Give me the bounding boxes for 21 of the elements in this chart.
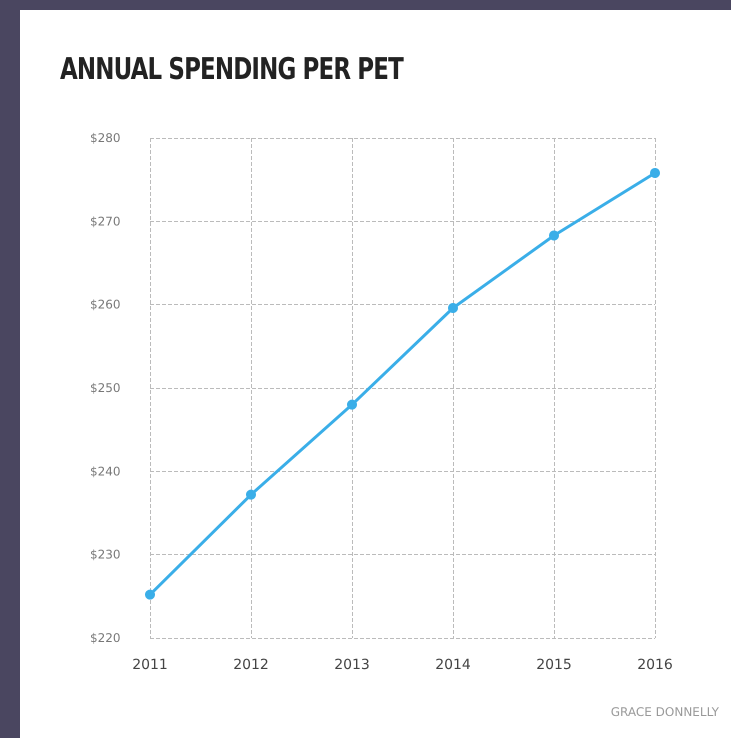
x-tick-label: 2014 <box>435 657 471 673</box>
y-tick-label: $240 <box>90 464 121 478</box>
y-tick-label: $260 <box>90 298 121 312</box>
x-tick-label: 2013 <box>334 657 370 673</box>
chart-title: ANNUAL SPENDING PER PET <box>60 52 403 87</box>
y-tick-label: $230 <box>90 548 121 562</box>
text: GRACE DONNELLY <box>610 705 719 719</box>
point <box>246 490 256 500</box>
point <box>347 400 357 410</box>
y-tick-label: $250 <box>90 381 121 395</box>
x-tick-label: 2016 <box>637 657 673 673</box>
point <box>549 230 559 240</box>
y-tick-label: $280 <box>90 131 121 145</box>
x-tick-label: 2012 <box>233 657 269 673</box>
point <box>448 303 458 313</box>
y-tick-label: $270 <box>90 214 121 228</box>
y-tick-label: $220 <box>90 631 121 645</box>
x-tick-label: 2011 <box>132 657 168 673</box>
point <box>650 168 660 178</box>
point <box>145 590 155 600</box>
x-tick-label: 2015 <box>536 657 572 673</box>
